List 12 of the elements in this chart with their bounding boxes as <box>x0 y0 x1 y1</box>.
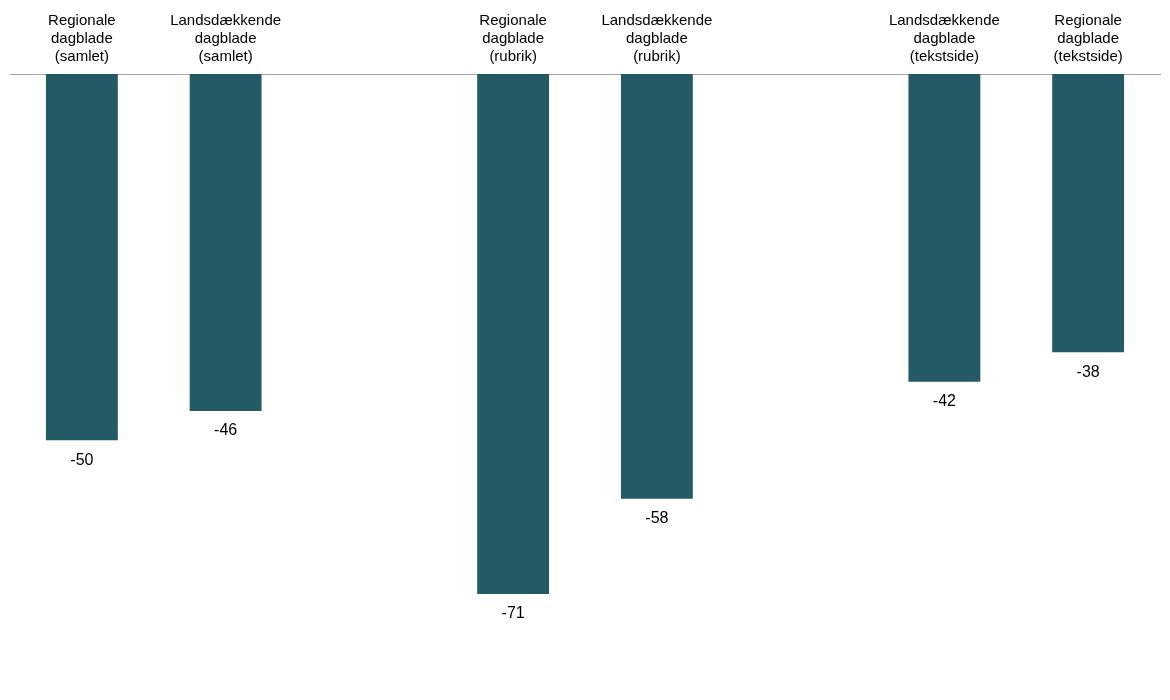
data-label: -42 <box>932 392 957 410</box>
data-label: -58 <box>645 509 669 527</box>
x-tick-label: Regionale dagblade (tekstside) <box>1053 11 1123 65</box>
x-tick-label: Landsdækkende dagblade (tekstside) <box>888 11 1000 65</box>
x-tick-label: Regionale dagblade (samlet) <box>48 11 116 65</box>
x-tick-label: Regionale dagblade (rubrik) <box>479 11 547 65</box>
data-label: -38 <box>1076 362 1100 380</box>
x-tick-label: Landsdækkende dagblade (rubrik) <box>601 11 713 65</box>
data-label: -46 <box>214 421 238 439</box>
x-tick-label: Landsdækkende dagblade (samlet) <box>170 11 282 65</box>
data-label: -50 <box>70 450 94 468</box>
data-label: -71 <box>501 604 525 622</box>
